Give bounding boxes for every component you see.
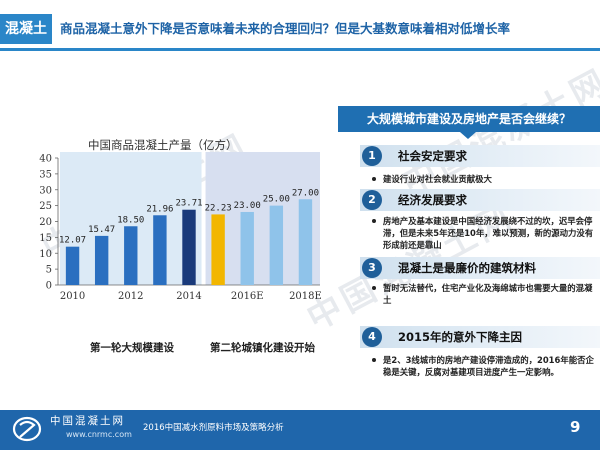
x-tick-label: 2010 (60, 291, 85, 302)
panel-heading-pointer (460, 132, 476, 139)
bar-value-label: 18.50 (117, 215, 144, 225)
caption-second-round: 第二轮城镇化建设开始 (210, 342, 315, 354)
y-tick-label: 25 (39, 201, 52, 212)
bar-chart: 0 5 10 15 20 25 30 35 40 12.0715.4718.5021.9623.7… (39, 152, 322, 302)
footer-brand: 中国混凝土网 (50, 415, 125, 427)
item-bar (360, 326, 600, 348)
item-number-badge: 4 (362, 327, 382, 347)
caption-first-round: 第一轮大规模建设 (90, 342, 174, 354)
item-title: 2015年的意外下降主因 (398, 330, 523, 344)
bar-value-label: 15.47 (88, 225, 115, 235)
item-title: 混凝土是最廉价的建筑材料 (398, 261, 536, 275)
y-tick-label: 5 (46, 265, 52, 276)
item-bullet-text: 建设行业对社会就业贡献极大 (383, 174, 492, 184)
bar (124, 226, 138, 285)
page-number: 9 (570, 418, 581, 436)
item-number-badge: 2 (362, 190, 382, 210)
chart-title: 中国商品混凝土产量（亿方） (88, 138, 238, 152)
item-bullet-text: 暂时无法替代，住宅产业化及海绵城市也需要大量的混凝土 (383, 283, 593, 305)
x-tick-label: 2016E (231, 291, 264, 302)
bar (153, 215, 167, 285)
bullet-dot-icon (372, 177, 376, 181)
bar (65, 246, 80, 285)
bullet-dot-icon (372, 286, 376, 290)
item-bullet-text: 是2、3线城市的房地产建设停滞造成的，2016年能否企稳是关键，反腐对基建项目进… (383, 355, 594, 377)
panel-heading: 大规模城市建设及房地产是否会继续？ (338, 106, 600, 132)
brand-logo-icon (12, 416, 42, 442)
x-tick-label: 2018E (289, 291, 322, 302)
footer-subtitle: 2016中国减水剂原料市场及策略分析 (143, 423, 284, 433)
bar-value-label: 12.07 (59, 236, 86, 246)
footer-url: www.cnrmc.com (66, 430, 132, 439)
y-tick-label: 0 (46, 281, 52, 292)
item-title: 经济发展要求 (398, 193, 467, 207)
item-title: 社会安定要求 (398, 149, 467, 163)
y-tick-label: 30 (39, 185, 52, 196)
bar (182, 209, 196, 285)
y-tick-label: 20 (39, 217, 52, 228)
bar (269, 205, 284, 285)
bar (298, 199, 313, 285)
header-divider (0, 48, 600, 51)
section-tag: 混凝土 (0, 14, 52, 44)
bar (240, 211, 254, 285)
item-number-badge: 1 (362, 146, 382, 166)
bar-value-label: 27.00 (292, 188, 319, 198)
y-tick-label: 10 (39, 249, 52, 260)
x-tick-label: 2012 (118, 291, 143, 302)
y-tick-label: 35 (39, 169, 52, 180)
bar-value-label: 25.00 (263, 195, 290, 205)
bar-value-label: 23.00 (234, 201, 261, 211)
y-tick-label: 40 (39, 154, 52, 165)
y-tick-label: 15 (39, 233, 52, 244)
item-bar (360, 189, 600, 211)
footer-bar (0, 410, 600, 450)
item-bullet-text: 房地产及基本建设是中国经济发展绕不过的坎，迟早会停滞，但是未来5年还是10年，难… (383, 216, 594, 250)
page-title: 商品混凝土意外下降是否意味着未来的合理回归？但是大基数意味着相对低增长率 (60, 21, 511, 36)
bar-value-label: 22.23 (205, 203, 232, 213)
bar (94, 235, 109, 285)
bullet-dot-icon (372, 358, 376, 362)
bar-value-label: 21.96 (146, 204, 173, 214)
bar-value-label: 23.71 (175, 199, 202, 209)
item-bar (360, 145, 600, 167)
item-bar (360, 257, 600, 279)
bullet-dot-icon (372, 219, 376, 223)
item-number-badge: 3 (362, 258, 382, 278)
bar (211, 214, 225, 285)
x-tick-label: 2014 (176, 291, 201, 302)
